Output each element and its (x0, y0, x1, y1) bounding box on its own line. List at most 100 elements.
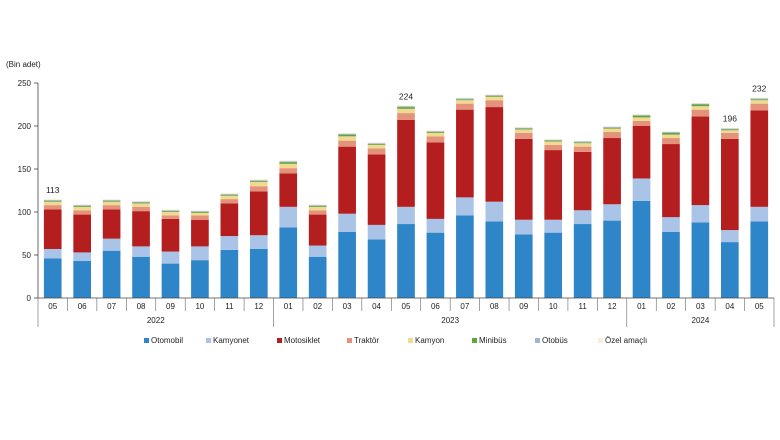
bar-segment (308, 205, 327, 207)
bar-segment (338, 213, 356, 232)
legend-swatch (408, 338, 413, 343)
bar-segment (632, 126, 651, 179)
bar-segment (544, 138, 563, 140)
bar-segment (721, 132, 739, 139)
value-annotations: 113 224 196 232 (46, 84, 767, 195)
bar-segment (397, 105, 415, 107)
bar-segment (132, 202, 150, 204)
bar-segment (279, 163, 298, 169)
bar-segment (485, 95, 504, 97)
bar-segment (662, 131, 680, 133)
bar-segment (43, 199, 62, 201)
bar-segment (691, 109, 710, 117)
bar-segment (73, 205, 91, 207)
bar-segment (102, 238, 121, 251)
bar-segment (603, 128, 621, 133)
bar-segment (279, 206, 298, 228)
bar-segment (514, 128, 533, 130)
legend-label: Otomobil (151, 336, 183, 345)
bar-segment (544, 219, 563, 233)
bar-segment (632, 114, 651, 116)
bar-segment (485, 95, 504, 96)
bar-segment (514, 219, 533, 235)
bar-segment (456, 99, 474, 101)
bar-segment (456, 109, 474, 198)
bar-segment (367, 142, 386, 144)
bar-segment (338, 231, 356, 298)
bar-segment (191, 219, 209, 247)
bar-segment (397, 108, 415, 114)
bar-segment (220, 203, 239, 237)
y-tick-label: 200 (18, 122, 32, 131)
bar-segment (426, 130, 445, 132)
bar-segment (338, 146, 356, 214)
bar-segment (367, 148, 386, 155)
bar-segment (662, 144, 680, 218)
bar-segment (573, 146, 592, 152)
bar-segment (249, 179, 268, 181)
bar-segment (308, 214, 327, 246)
y-tick-label: 100 (18, 208, 32, 217)
bar-segment (750, 110, 769, 207)
legend-label: Traktör (354, 336, 379, 345)
bar-segment (721, 242, 739, 298)
x-tick-label: 06 (78, 302, 87, 311)
legend-label: Otobüs (542, 336, 568, 345)
legend-swatch (535, 338, 540, 343)
bar-segment (132, 246, 150, 257)
bar-segment (721, 230, 739, 243)
bar-segment (750, 221, 769, 298)
bar-segment (132, 211, 150, 247)
bar-segment (308, 256, 327, 298)
bar-segment (73, 252, 91, 262)
bar-segment (573, 140, 592, 142)
bar-segment (249, 181, 268, 187)
year-label: 2022 (147, 316, 165, 325)
x-tick-label: 10 (549, 302, 558, 311)
bar-segment (279, 162, 298, 164)
y-tick-label: 0 (27, 294, 32, 303)
bar-segment (161, 211, 180, 212)
bar-segment (632, 120, 651, 126)
bar-segment (603, 126, 621, 127)
value-annotation: 113 (46, 185, 60, 195)
bar-segment (102, 199, 121, 201)
bar-segment (220, 193, 239, 194)
bar-segment (603, 127, 621, 129)
bar-segment (721, 129, 739, 131)
bar-segment (132, 256, 150, 298)
bar-segment (161, 251, 180, 264)
bar-segment (191, 210, 209, 212)
x-tick-label: 04 (372, 302, 381, 311)
bar-segment (367, 144, 386, 145)
x-tick-label: 05 (402, 302, 411, 311)
bar-segment (191, 212, 209, 213)
bar-segment (308, 245, 327, 257)
x-tick-label: 03 (696, 302, 705, 311)
bar-segment (161, 212, 180, 216)
bar-segment (721, 128, 739, 130)
x-tick-label: 05 (755, 302, 764, 311)
bar-segment (573, 142, 592, 144)
bar-segment (514, 129, 533, 133)
bar-segment (249, 248, 268, 298)
bar-segment (426, 232, 445, 298)
bar-segment (544, 232, 563, 298)
y-tick-label: 150 (18, 165, 32, 174)
bar-segment (397, 206, 415, 225)
bar-segment (102, 250, 121, 298)
bar-segment (573, 143, 592, 147)
bar-segment (544, 141, 563, 145)
x-tick-label: 11 (578, 302, 587, 311)
bar-segment (43, 199, 62, 200)
bar-segment (338, 133, 356, 135)
bar-segment (220, 249, 239, 298)
bar-segment (249, 235, 268, 249)
bar-segment (691, 116, 710, 206)
legend-swatch (277, 338, 282, 343)
bar-segment (603, 138, 621, 205)
bar-segment (73, 206, 91, 211)
value-annotation: 224 (399, 91, 413, 101)
bar-segment (367, 144, 386, 149)
bar-segment (456, 97, 474, 99)
